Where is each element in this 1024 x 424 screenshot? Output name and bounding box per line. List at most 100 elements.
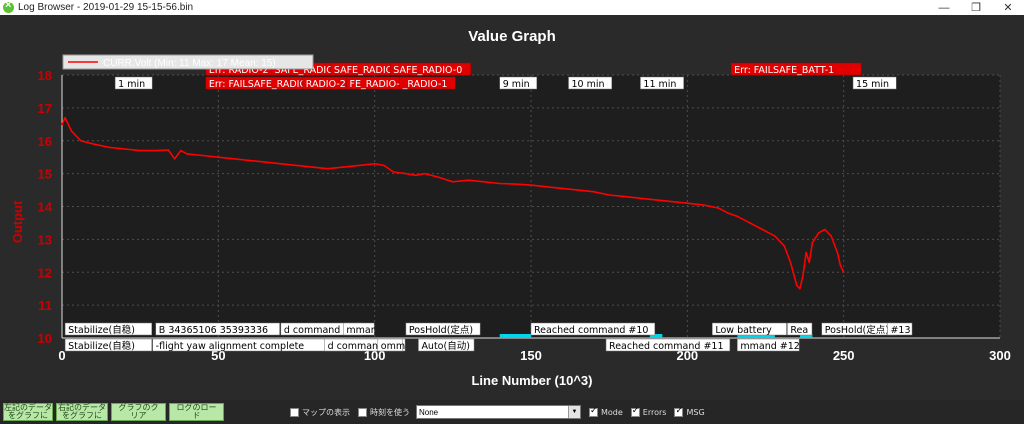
series-point (467, 179, 470, 181)
use-time-checkbox[interactable]: 時刻を使う (358, 407, 410, 418)
bottom-event-marker-box (712, 322, 787, 336)
axis-ticks: 0 50 100 150 200 250 300 10 11 12 13 14 15 16 17 18 (38, 68, 1011, 363)
top-event-marker-box (399, 76, 456, 90)
series-point (280, 162, 282, 165)
bottom-event-marker: Low battery (715, 325, 772, 336)
bottom-event-marker: PosHold(定点) (409, 324, 473, 336)
top-event-marker: _RADIO-1 (402, 79, 448, 90)
bottom-event-marker: Stabilize(自稳) (68, 340, 135, 352)
series-point (108, 146, 110, 149)
top-event-marker: Err: FAILSAFE_BATT-1 (734, 65, 834, 76)
top-event-marker: Err: FAILSAFE_RADIO-1 (209, 79, 317, 90)
errors-checkbox[interactable]: Errors (630, 406, 666, 417)
x-tick-label: 250 (833, 348, 855, 363)
series-point (167, 149, 170, 151)
series-point (392, 171, 395, 173)
series-point (201, 154, 204, 157)
y-tick-label: 15 (38, 167, 52, 182)
close-button[interactable]: ✕ (1003, 2, 1013, 14)
y-tick-label: 18 (38, 68, 52, 83)
restore-button[interactable]: ❐ (971, 2, 981, 14)
series-point (836, 251, 839, 254)
msg-checkbox[interactable]: MSG (674, 406, 705, 417)
series-point (173, 158, 176, 160)
graph-left-data-button[interactable]: 左記のデータ をグラフに (3, 403, 53, 421)
clear-graph-button[interactable]: グラフのクリア (111, 403, 166, 421)
series-point (373, 162, 376, 165)
series-line (61, 116, 845, 290)
top-event-marker: 15 min (856, 79, 889, 90)
value-graph[interactable]: 0 50 100 150 200 250 300 10 11 12 13 14 15 16 17 18 1 m… (0, 15, 1024, 400)
bottom-event-marker-box (343, 322, 375, 336)
mode-label: Mode (601, 407, 623, 417)
series-point (624, 195, 626, 198)
errors-box[interactable] (630, 406, 640, 417)
bottom-event-marker-box (405, 322, 481, 336)
series-point (795, 284, 798, 287)
use-time-box[interactable] (358, 407, 367, 417)
series-point (358, 164, 360, 167)
bottom-event-marker-box (418, 338, 475, 352)
series-point (808, 261, 811, 264)
series-point (805, 251, 807, 254)
bottom-event-marker-box (737, 338, 800, 352)
y-axis-label: Output (10, 200, 25, 243)
series-point (802, 274, 804, 277)
y-tick-label: 17 (38, 101, 52, 116)
series-point (577, 189, 579, 191)
bottom-event-marker: Stabilize(自稳) (68, 324, 135, 336)
series-point (774, 235, 776, 237)
x-tick-label: 100 (364, 348, 386, 363)
series-point (311, 166, 313, 168)
series-point (761, 228, 764, 231)
load-log-button[interactable]: ログのロード (169, 403, 224, 421)
mode-change-marker (499, 334, 531, 338)
series-point (342, 166, 345, 168)
y-tick-label: 12 (38, 265, 52, 280)
x-tick-label: 150 (520, 348, 542, 363)
show-map-checkbox[interactable]: マップの表示 (290, 407, 350, 418)
series-point (608, 194, 610, 196)
series-group (61, 116, 845, 290)
top-event-marker: Err: RADIO-2 (209, 65, 269, 76)
bottom-event-marker: Reached command #11 (609, 341, 723, 352)
bottom-event-marker: Rea (790, 325, 808, 336)
mode-box[interactable] (589, 406, 598, 417)
top-event-marker-box (499, 76, 537, 90)
series-point (61, 123, 63, 126)
series-point (123, 148, 126, 150)
series-point (92, 143, 95, 145)
graph-right-data-button[interactable]: 右記のデータ をグラフに (56, 403, 108, 421)
bottom-event-marker: omm (381, 341, 405, 352)
bottom-event-marker-box (64, 322, 152, 336)
mode-checkbox[interactable]: Mode (589, 406, 623, 417)
bottom-toolbar: 左記のデータ をグラフに 右記のデータ をグラフに グラフのクリア ログのロード… (0, 400, 1024, 424)
series-point (383, 164, 385, 167)
chevron-down-icon[interactable]: ▼ (568, 406, 580, 418)
show-map-box[interactable] (290, 407, 299, 417)
series-point (139, 149, 141, 152)
series-select[interactable]: None ▼ (416, 405, 581, 419)
y-tick-label: 13 (38, 232, 52, 247)
bottom-event-marker-box (64, 338, 152, 352)
app-logo-icon (3, 0, 14, 13)
series-point (217, 156, 220, 158)
series-point (452, 181, 454, 183)
top-event-marker: 9 min (503, 79, 530, 90)
bottom-event-marker: B 34365106 35393336 (159, 325, 268, 336)
x-tick-label: 200 (676, 348, 698, 363)
minimize-button[interactable]: — (938, 1, 950, 14)
series-point (186, 153, 188, 155)
top-event-marker-box (852, 76, 897, 90)
series-point (830, 235, 832, 237)
series-point (498, 182, 501, 185)
series-point (817, 232, 820, 234)
series-point (233, 158, 235, 160)
msg-box[interactable] (674, 406, 684, 417)
series-point (264, 161, 267, 163)
bottom-event-marker: #13 (890, 325, 910, 336)
series-point (749, 222, 751, 224)
bottom-event-marker: d command #4 (284, 325, 358, 336)
x-tick-label: 50 (211, 348, 225, 363)
series-point (295, 164, 298, 167)
